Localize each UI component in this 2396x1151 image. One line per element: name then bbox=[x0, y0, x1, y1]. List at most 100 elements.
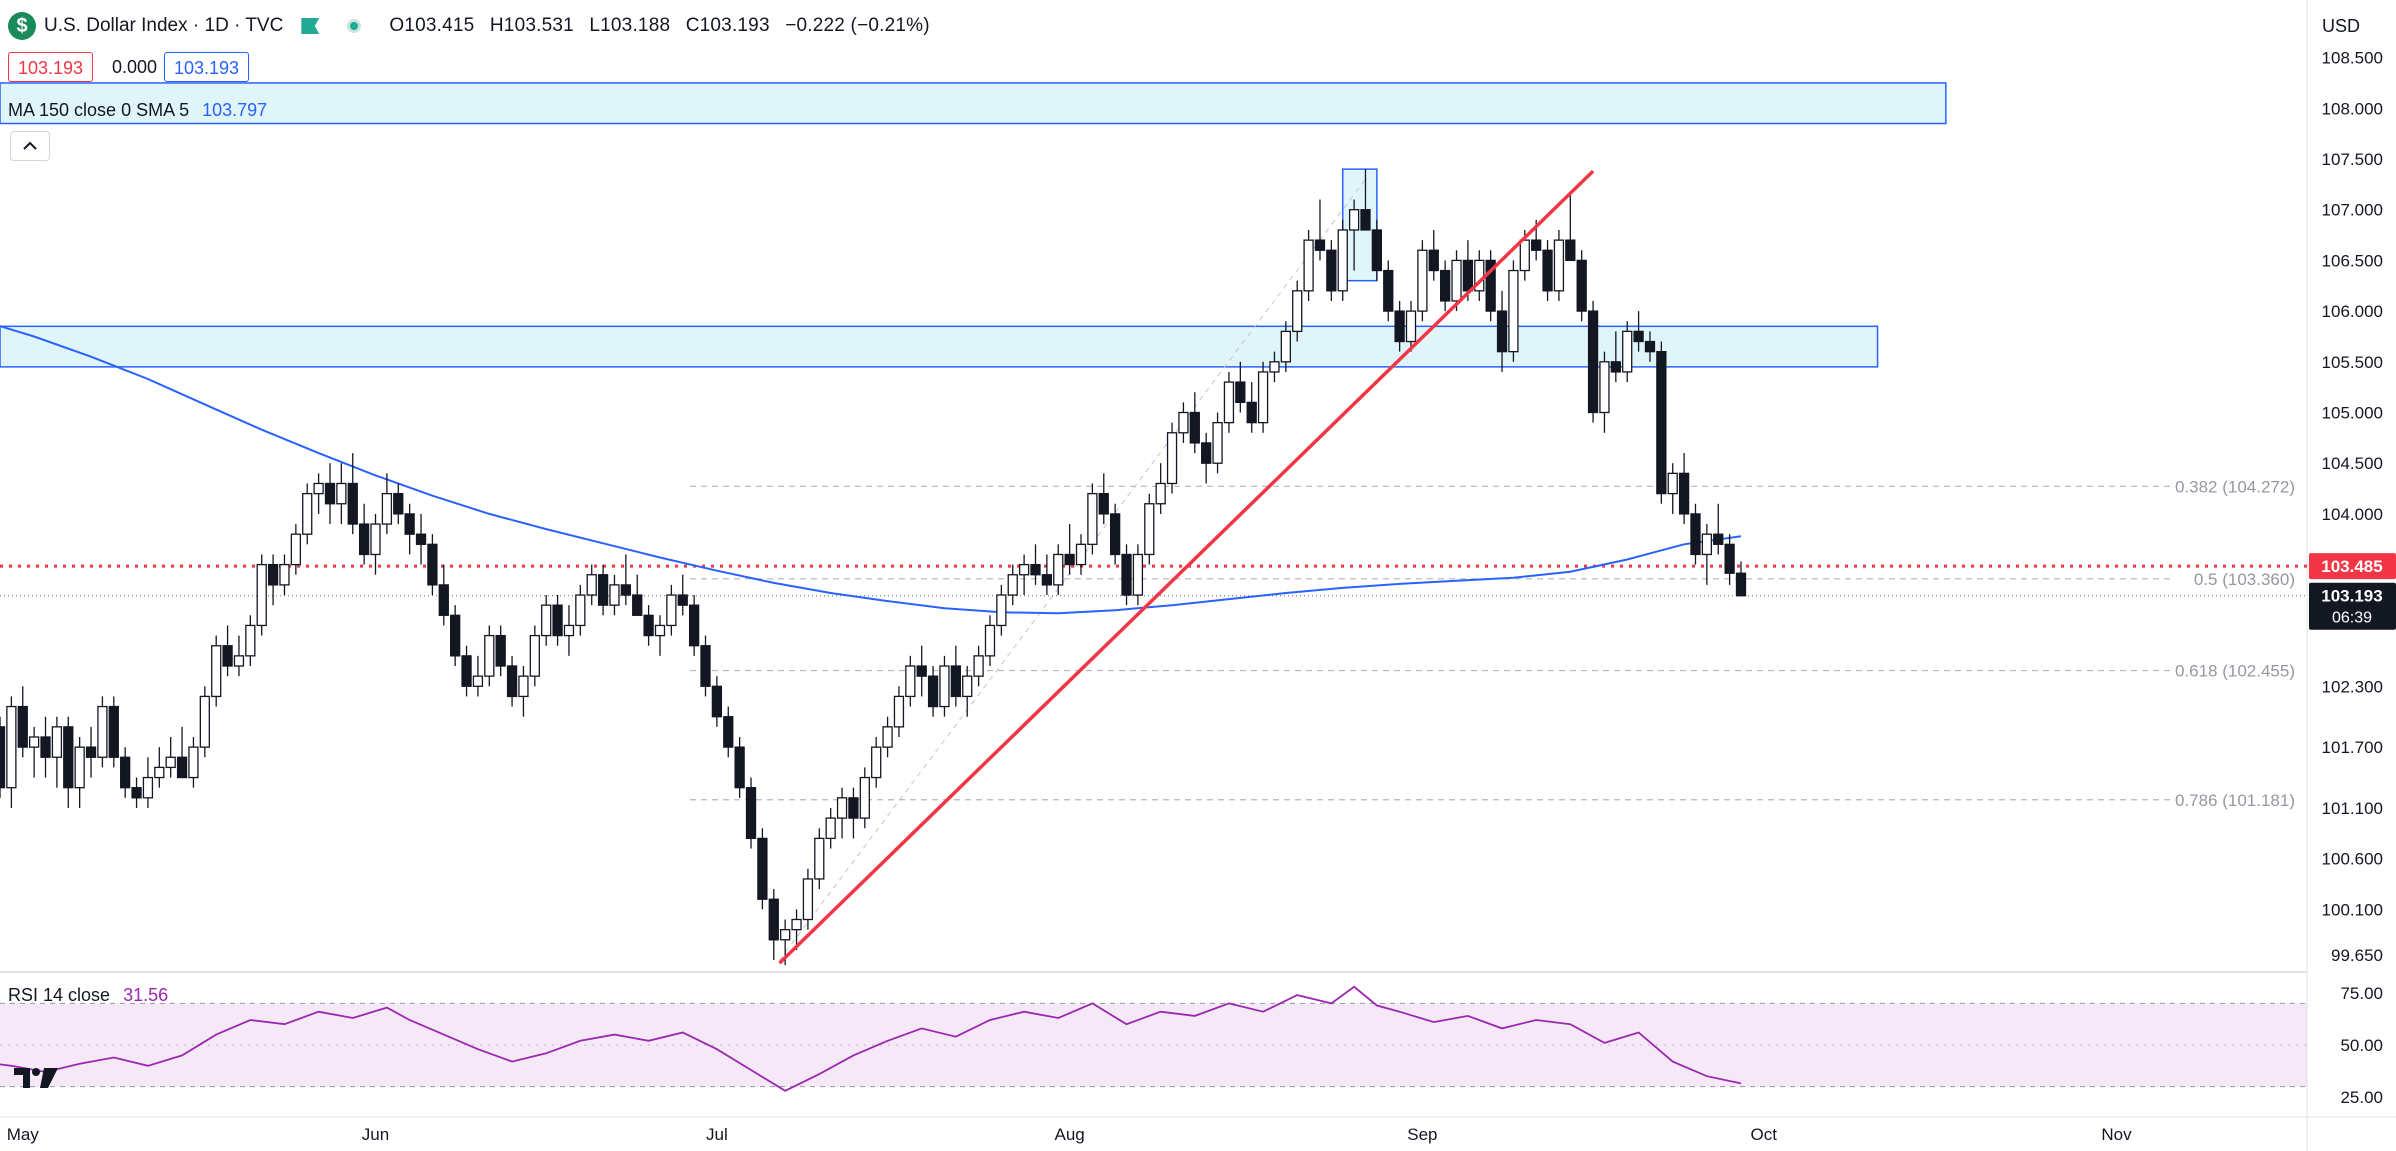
fib-diagonal bbox=[779, 178, 1366, 961]
price-tick-label: 104.500 bbox=[2322, 454, 2383, 473]
candle-body bbox=[211, 645, 222, 698]
candle-body bbox=[1542, 249, 1553, 292]
candle-body bbox=[358, 523, 370, 556]
candle-body bbox=[1201, 442, 1212, 464]
candle-body bbox=[905, 665, 916, 698]
candle-body bbox=[85, 746, 97, 758]
candle-up bbox=[1132, 544, 1144, 606]
candle-down bbox=[597, 564, 609, 616]
candle-body bbox=[1110, 513, 1121, 556]
candle-up bbox=[1007, 564, 1018, 606]
candle-up bbox=[233, 635, 245, 677]
candle-body bbox=[825, 817, 836, 840]
candle-down bbox=[1121, 544, 1132, 606]
trendline bbox=[778, 169, 1595, 965]
candle-down bbox=[1110, 503, 1121, 565]
candle-body bbox=[768, 898, 779, 941]
candle-body bbox=[438, 584, 449, 616]
candle-down bbox=[1098, 473, 1109, 525]
candle-down bbox=[427, 534, 438, 596]
support-level-label: 103.485 bbox=[2321, 557, 2382, 576]
price-tick-label: 108.000 bbox=[2322, 99, 2383, 118]
candle-body bbox=[1178, 411, 1189, 434]
candle-body bbox=[393, 492, 404, 515]
price-tick-label: 101.100 bbox=[2322, 799, 2383, 818]
candle-body bbox=[950, 665, 961, 698]
candle-body bbox=[609, 584, 620, 606]
candle-down bbox=[1587, 300, 1599, 423]
price-tick-label: 107.000 bbox=[2322, 201, 2383, 220]
candle-body bbox=[370, 523, 381, 556]
ma-legend[interactable]: MA 150 close 0 SMA 5 103.797 bbox=[0, 94, 267, 126]
candle-body bbox=[28, 736, 40, 748]
fib-level-label: 0.5 (103.360) bbox=[2194, 570, 2295, 589]
candle-body bbox=[0, 726, 6, 789]
candle-body bbox=[1155, 482, 1166, 505]
candle-down bbox=[1542, 240, 1553, 301]
candle-body bbox=[1383, 269, 1394, 312]
candle-body bbox=[1713, 533, 1724, 545]
candle-up bbox=[802, 868, 814, 930]
rsi-legend-label: RSI 14 close bbox=[8, 985, 111, 1005]
flag-icon[interactable] bbox=[301, 18, 320, 34]
candle-body bbox=[1599, 361, 1610, 414]
market-status-icon[interactable] bbox=[347, 19, 362, 33]
candle-down bbox=[324, 463, 336, 525]
currency-selector[interactable]: USD bbox=[2322, 16, 2361, 36]
collapse-legend-button[interactable] bbox=[10, 131, 50, 161]
candle-body bbox=[404, 513, 415, 535]
candle-up bbox=[939, 655, 950, 717]
rsi-line bbox=[0, 985, 1742, 1092]
ma-legend-value: 103.797 bbox=[202, 100, 268, 120]
candle-body bbox=[222, 645, 233, 667]
candle-down bbox=[1326, 240, 1337, 301]
candle-body bbox=[279, 563, 290, 586]
candle-up bbox=[575, 584, 586, 636]
candle-body bbox=[506, 665, 518, 698]
candle-up bbox=[165, 736, 176, 778]
candle-body bbox=[700, 645, 711, 687]
candle-body bbox=[1633, 330, 1644, 343]
candle-body bbox=[1656, 351, 1667, 495]
price-tick-label: 106.000 bbox=[2322, 302, 2383, 321]
candle-body bbox=[1075, 543, 1087, 566]
candle-body bbox=[51, 726, 63, 758]
candle-up bbox=[199, 686, 210, 758]
candle-up bbox=[1018, 554, 1030, 596]
candle-body bbox=[381, 492, 393, 525]
candle-body bbox=[882, 726, 893, 748]
candle-body bbox=[620, 584, 631, 596]
candle-up bbox=[529, 625, 540, 687]
fib-level-label: 0.618 (102.455) bbox=[2175, 662, 2295, 681]
candle-down bbox=[1360, 169, 1371, 231]
ask-price-box[interactable]: 103.193 bbox=[164, 52, 250, 82]
candle-down bbox=[438, 564, 449, 626]
candle-body bbox=[632, 594, 643, 616]
candle-up bbox=[791, 909, 802, 950]
candle-body bbox=[927, 675, 939, 708]
candle-body bbox=[1303, 239, 1314, 292]
price-tick-label: 106.500 bbox=[2322, 251, 2383, 270]
candle-up bbox=[154, 747, 165, 788]
ohlc-open: O103.415 bbox=[389, 15, 475, 36]
symbol-title[interactable]: U.S. Dollar Index · 1D · TVC bbox=[44, 15, 284, 36]
candle-down bbox=[1565, 194, 1576, 262]
candle-up bbox=[666, 584, 677, 636]
candle-body bbox=[962, 675, 973, 698]
candle-down bbox=[267, 554, 279, 606]
resistance-zone bbox=[0, 325, 1879, 368]
candle-body bbox=[802, 878, 814, 921]
candle-body bbox=[677, 594, 688, 606]
rsi-legend[interactable]: RSI 14 close 31.56 bbox=[8, 985, 168, 1006]
candle-up bbox=[871, 736, 882, 788]
zones bbox=[0, 82, 1947, 368]
tradingview-logo-icon[interactable] bbox=[14, 1060, 58, 1099]
candle-up bbox=[1599, 351, 1610, 433]
bid-price-box[interactable]: 103.193 bbox=[8, 52, 94, 82]
price-tick-label: 99.650 bbox=[2331, 946, 2383, 965]
candle-body bbox=[597, 574, 609, 606]
candle-body bbox=[1553, 239, 1565, 292]
candle-down bbox=[0, 716, 6, 798]
candle-body bbox=[199, 695, 210, 748]
